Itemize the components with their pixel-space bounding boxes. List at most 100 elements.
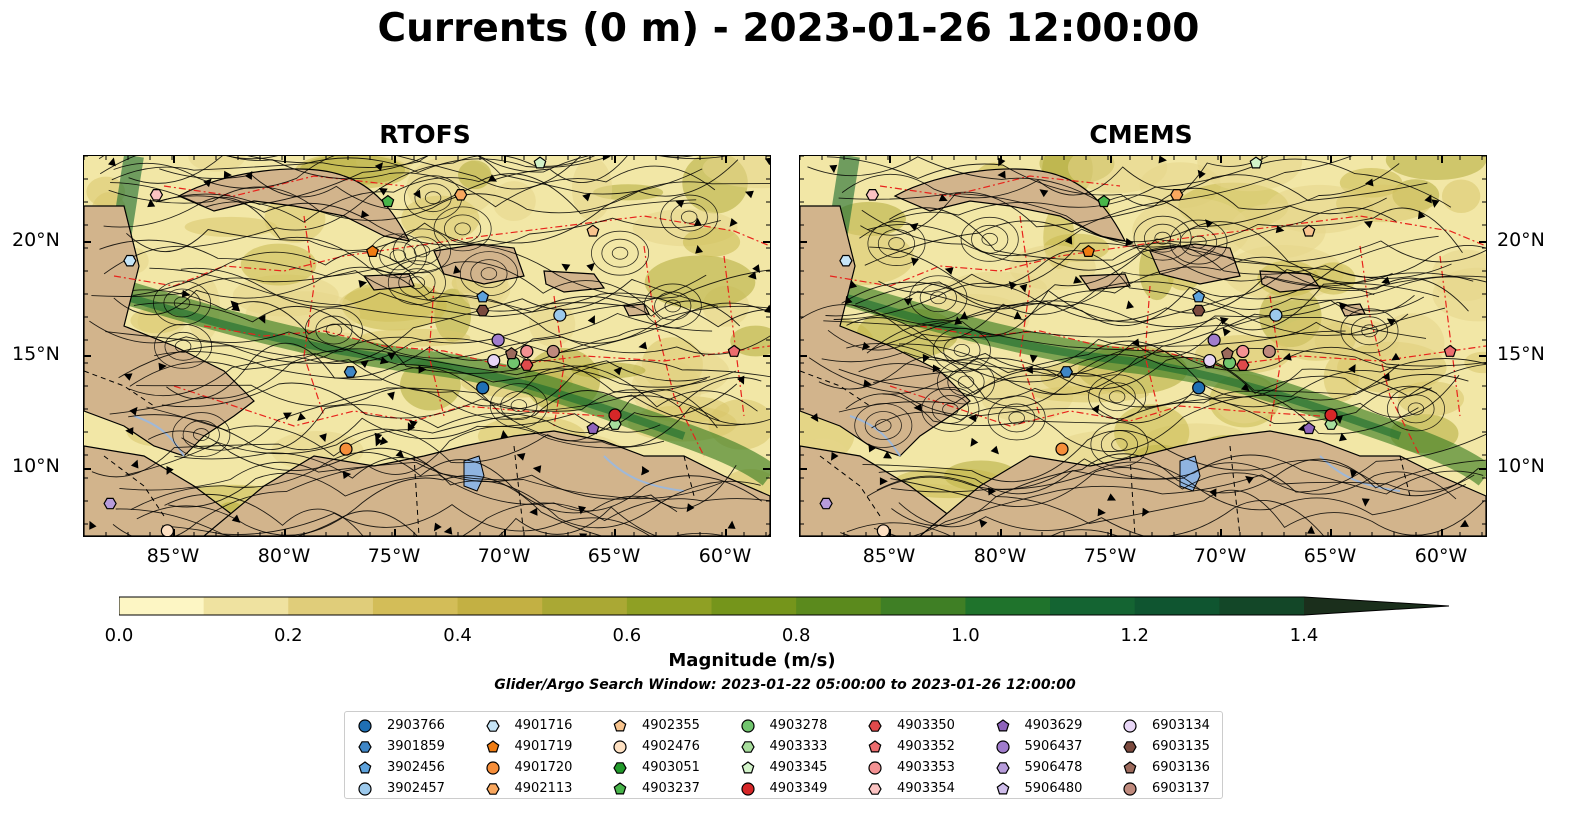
rtofs-float-3902456[interactable]	[476, 290, 490, 303]
cmems-float-3902456[interactable]	[1192, 290, 1206, 303]
legend-marker-icon	[995, 739, 1010, 754]
lat-label-right-1: 15°N	[1497, 343, 1545, 365]
cmems-float-5906478[interactable]	[819, 497, 833, 510]
colorbar-segment	[288, 597, 374, 615]
lon-label-left-2: 75°W	[367, 545, 421, 567]
cmems-float-4903352[interactable]	[1443, 344, 1457, 357]
figure-title: Currents (0 m) - 2023-01-26 12:00:00	[377, 6, 1200, 51]
cmems-float-4903350[interactable]	[1236, 359, 1250, 371]
cmems-float-4903349[interactable]	[1324, 408, 1338, 422]
legend-label: 4903278	[769, 718, 828, 733]
lon-label-right-3: 70°W	[1193, 545, 1247, 567]
legend-marker-icon	[613, 739, 627, 754]
cmems-float-5906437[interactable]	[1207, 333, 1221, 347]
rtofs-float-4901719[interactable]	[365, 244, 379, 258]
legend-item: 4903350	[867, 715, 955, 736]
lat-label-left-1: 15°N	[12, 343, 60, 365]
rtofs-float-4902476[interactable]	[160, 524, 174, 536]
legend-label: 3902457	[387, 781, 445, 796]
map-rtofs[interactable]	[83, 155, 771, 537]
legend-item: 4901720	[485, 757, 572, 778]
legend-item: 3901859	[357, 736, 445, 757]
legend-marker-icon	[1123, 740, 1137, 753]
cmems-float-4902113[interactable]	[1170, 188, 1184, 201]
cmems-float-4903354[interactable]	[865, 188, 880, 201]
legend-label: 5906480	[1024, 781, 1083, 796]
legend-label: 4902355	[642, 718, 700, 733]
lon-label-left-0: 85°W	[146, 545, 200, 567]
rtofs-float-4902113[interactable]	[454, 188, 468, 201]
legend-marker-icon	[485, 782, 500, 795]
rtofs-float-4902355[interactable]	[586, 224, 600, 237]
rtofs-float-2903766[interactable]	[476, 381, 490, 395]
rtofs-float-6903137[interactable]	[546, 344, 560, 359]
rtofs-float-5906478[interactable]	[103, 497, 117, 510]
panel-title-rtofs: RTOFS	[379, 120, 471, 149]
legend-marker-icon	[740, 781, 755, 796]
cmems-float-3902457[interactable]	[1269, 308, 1283, 322]
rtofs-float-4901720[interactable]	[339, 442, 353, 456]
cmems-float-4901719[interactable]	[1081, 244, 1095, 258]
legend-marker-icon	[358, 740, 372, 753]
rtofs-float-4903629[interactable]	[586, 421, 600, 435]
colorbar-tick: 1.0	[951, 625, 980, 646]
legend-marker-icon	[358, 760, 372, 773]
rtofs-float-4903350[interactable]	[520, 359, 534, 371]
rtofs-float-6903136[interactable]	[504, 346, 518, 360]
colorbar-segment	[372, 597, 459, 615]
colorbar-tick: 1.2	[1120, 625, 1150, 646]
legend-label: 4903354	[897, 781, 955, 796]
legend-label: 6903135	[1152, 739, 1210, 754]
cmems-float-6903134[interactable]	[1203, 353, 1217, 368]
legend-label: 2903766	[387, 718, 445, 733]
cmems-float-4903629[interactable]	[1302, 421, 1316, 435]
cmems-float-4903345[interactable]	[1249, 156, 1263, 169]
colorbar-segment	[1219, 597, 1305, 615]
colorbar-tick: 0.2	[273, 625, 303, 646]
rtofs-float-4903352[interactable]	[727, 344, 741, 357]
cmems-float-4903353[interactable]	[1236, 344, 1250, 359]
legend-marker-icon	[868, 782, 882, 795]
legend-marker-icon	[996, 781, 1009, 794]
cmems-float-4901716[interactable]	[839, 254, 853, 267]
rtofs-float-4903353[interactable]	[520, 344, 534, 359]
legend-marker-icon	[486, 739, 499, 752]
rtofs-float-4903354[interactable]	[149, 188, 164, 201]
rtofs-float-3902457[interactable]	[553, 308, 567, 322]
rtofs-float-4903345[interactable]	[533, 156, 547, 169]
legend-marker-icon	[358, 781, 372, 796]
cmems-float-4902355[interactable]	[1302, 224, 1316, 237]
cmems-float-6903136[interactable]	[1220, 346, 1234, 360]
legend-label: 4903051	[642, 760, 700, 775]
cmems-float-4903237[interactable]	[1097, 194, 1111, 208]
rtofs-float-3901859[interactable]	[343, 366, 358, 378]
legend-marker-icon	[485, 719, 500, 732]
rtofs-float-5906437[interactable]	[491, 333, 505, 347]
legend-item: 4903352	[867, 736, 955, 757]
rtofs-float-6903134[interactable]	[487, 353, 501, 368]
legend-item: 4902355	[612, 715, 700, 736]
lat-label-left-2: 10°N	[12, 455, 60, 477]
legend-item: 4903629	[995, 715, 1082, 736]
colorbar-segment	[626, 597, 712, 615]
colorbar	[118, 596, 1454, 620]
cmems-float-2903766[interactable]	[1192, 381, 1206, 395]
map-cmems[interactable]	[799, 155, 1487, 537]
legend-marker-icon	[485, 760, 500, 775]
legend-marker-icon	[740, 718, 755, 733]
cmems-float-6903137[interactable]	[1262, 344, 1276, 359]
rtofs-float-4903237[interactable]	[381, 194, 395, 208]
colorbar-segment	[965, 597, 1051, 615]
colorbar-tick: 0.6	[612, 625, 642, 646]
rtofs-float-6903135[interactable]	[476, 304, 490, 317]
cmems-float-3901859[interactable]	[1059, 366, 1074, 378]
rtofs-float-4903349[interactable]	[608, 408, 622, 422]
legend-item: 2903766	[357, 715, 445, 736]
panel-title-cmems: CMEMS	[1089, 120, 1193, 149]
cmems-float-4901720[interactable]	[1055, 442, 1069, 456]
legend-label: 6903137	[1152, 781, 1210, 796]
rtofs-float-4901716[interactable]	[123, 254, 137, 267]
cmems-float-6903135[interactable]	[1192, 304, 1206, 317]
cmems-float-4902476[interactable]	[876, 524, 890, 536]
legend-marker-icon	[358, 718, 372, 733]
